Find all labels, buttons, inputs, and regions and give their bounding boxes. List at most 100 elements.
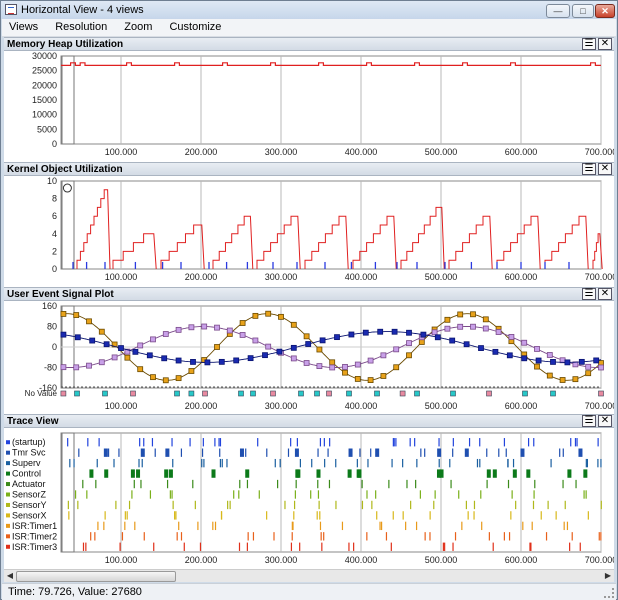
trace-event-mark bbox=[279, 458, 281, 468]
trace-event-mark bbox=[323, 438, 325, 447]
signal-point bbox=[111, 354, 118, 361]
trace-event-mark bbox=[375, 490, 377, 499]
trace-event-mark bbox=[149, 490, 152, 499]
trace-event-mark bbox=[379, 521, 381, 531]
trace-event-mark bbox=[376, 511, 378, 520]
trace-event-mark bbox=[113, 458, 115, 468]
signal-point bbox=[534, 346, 540, 352]
scroll-left-icon[interactable]: ◀ bbox=[6, 571, 14, 580]
menu-customize[interactable]: Customize bbox=[169, 21, 222, 33]
panel-close-icon[interactable]: ✕ bbox=[598, 415, 612, 427]
trace-event-mark bbox=[203, 458, 205, 468]
panel-close-icon[interactable]: ✕ bbox=[598, 163, 612, 175]
trace-event-mark bbox=[492, 542, 494, 551]
signal-point bbox=[290, 344, 297, 351]
trace-event-mark bbox=[429, 532, 431, 541]
menu-views[interactable]: Views bbox=[9, 21, 39, 33]
panel-options-icon[interactable]: ☰ bbox=[582, 415, 596, 427]
signal-point bbox=[111, 341, 118, 348]
y-tick-label: 10 bbox=[47, 176, 57, 186]
trace-row-label: Control bbox=[12, 469, 41, 479]
kernel-object-chart[interactable]: 100.000 200.000 300.000 400.000 500.000 600.0… bbox=[4, 176, 614, 286]
signal-point bbox=[457, 323, 464, 330]
trace-event-mark bbox=[239, 448, 244, 457]
trace-event-mark bbox=[486, 469, 491, 478]
trace-event-mark bbox=[104, 469, 109, 478]
trace-event-mark bbox=[532, 500, 535, 510]
minimize-button[interactable]: — bbox=[546, 4, 570, 18]
trace-event-mark bbox=[366, 532, 368, 541]
signal-point bbox=[406, 340, 412, 347]
signal-point bbox=[305, 341, 312, 347]
panel-close-icon[interactable]: ✕ bbox=[598, 38, 612, 50]
trace-event-mark bbox=[266, 511, 268, 520]
signal-point bbox=[214, 324, 220, 331]
panel-close-icon[interactable]: ✕ bbox=[598, 288, 612, 300]
horizontal-scrollbar[interactable]: ◀ ▶ bbox=[4, 569, 614, 582]
trace-event-mark bbox=[512, 469, 517, 478]
signal-point bbox=[239, 332, 246, 338]
signal-point bbox=[393, 346, 400, 353]
trace-event-mark bbox=[87, 438, 89, 447]
signal-point bbox=[362, 329, 369, 336]
trace-event-mark bbox=[468, 438, 471, 447]
signal-point bbox=[214, 344, 220, 350]
x-tick-label: 400.000 bbox=[345, 401, 378, 411]
trace-event-mark bbox=[479, 438, 481, 447]
x-tick-label: 100.000 bbox=[105, 147, 138, 157]
scroll-right-icon[interactable]: ▶ bbox=[604, 571, 612, 580]
trace-event-mark bbox=[569, 542, 571, 551]
signal-point bbox=[406, 329, 412, 336]
trace-event-mark bbox=[140, 479, 142, 489]
signal-point bbox=[535, 357, 542, 364]
signal-point bbox=[118, 345, 124, 351]
signal-point bbox=[150, 374, 156, 381]
memory-heap-chart[interactable]: 100.000 200.000 300.000 400.000 500.000 600.0… bbox=[4, 51, 614, 161]
trace-event-mark bbox=[488, 532, 490, 541]
trace-event-mark bbox=[141, 458, 143, 468]
no-value-point bbox=[250, 390, 256, 397]
signal-point bbox=[585, 363, 592, 370]
user-event-chart[interactable]: -160 -80 0 80 160 No Value 100.000 200.000 300.0… bbox=[4, 301, 614, 413]
signal-point bbox=[276, 348, 283, 355]
trace-event-mark bbox=[299, 542, 301, 551]
signal-point bbox=[506, 352, 513, 359]
signal-point bbox=[190, 359, 196, 365]
trace-event-mark bbox=[357, 469, 362, 478]
menu-zoom[interactable]: Zoom bbox=[124, 21, 153, 33]
trace-event-mark bbox=[266, 448, 268, 457]
trace-event-mark bbox=[319, 438, 322, 447]
trace-event-mark bbox=[174, 511, 176, 520]
trace-event-mark bbox=[405, 521, 407, 531]
trace-event-mark bbox=[168, 469, 173, 478]
y-tick-label: 2 bbox=[52, 246, 57, 256]
trace-event-mark bbox=[461, 521, 463, 531]
trace-event-mark bbox=[335, 500, 337, 510]
signal-point bbox=[354, 361, 361, 368]
scroll-thumb[interactable] bbox=[16, 571, 176, 582]
maximize-button[interactable]: □ bbox=[572, 4, 594, 18]
trace-event-mark bbox=[291, 521, 293, 531]
signal-point bbox=[303, 333, 310, 340]
no-value-point bbox=[74, 390, 80, 397]
trace-event-mark bbox=[391, 458, 393, 468]
signal-point bbox=[226, 327, 233, 334]
trace-event-mark bbox=[444, 542, 446, 551]
trace-event-mark bbox=[67, 438, 69, 447]
x-tick-label: 300.000 bbox=[265, 272, 298, 282]
panel-options-icon[interactable]: ☰ bbox=[582, 38, 596, 50]
trace-event-mark bbox=[245, 448, 247, 457]
resize-grip-icon[interactable] bbox=[604, 588, 614, 598]
trace-event-mark bbox=[226, 458, 228, 468]
close-button[interactable]: ✕ bbox=[595, 4, 615, 18]
signal-point bbox=[278, 313, 284, 320]
menu-resolution[interactable]: Resolution bbox=[55, 21, 108, 33]
trace-event-mark bbox=[219, 458, 222, 468]
panel-options-icon[interactable]: ☰ bbox=[582, 163, 596, 175]
trace-event-mark bbox=[393, 438, 395, 447]
signal-point bbox=[393, 364, 400, 371]
trace-view-chart[interactable]: 100.000 200.000 300.000 400.000 500.000 600.0… bbox=[4, 428, 614, 569]
panel-options-icon[interactable]: ☰ bbox=[582, 288, 596, 300]
trace-event-mark bbox=[294, 448, 299, 457]
trace-event-mark bbox=[202, 438, 204, 447]
